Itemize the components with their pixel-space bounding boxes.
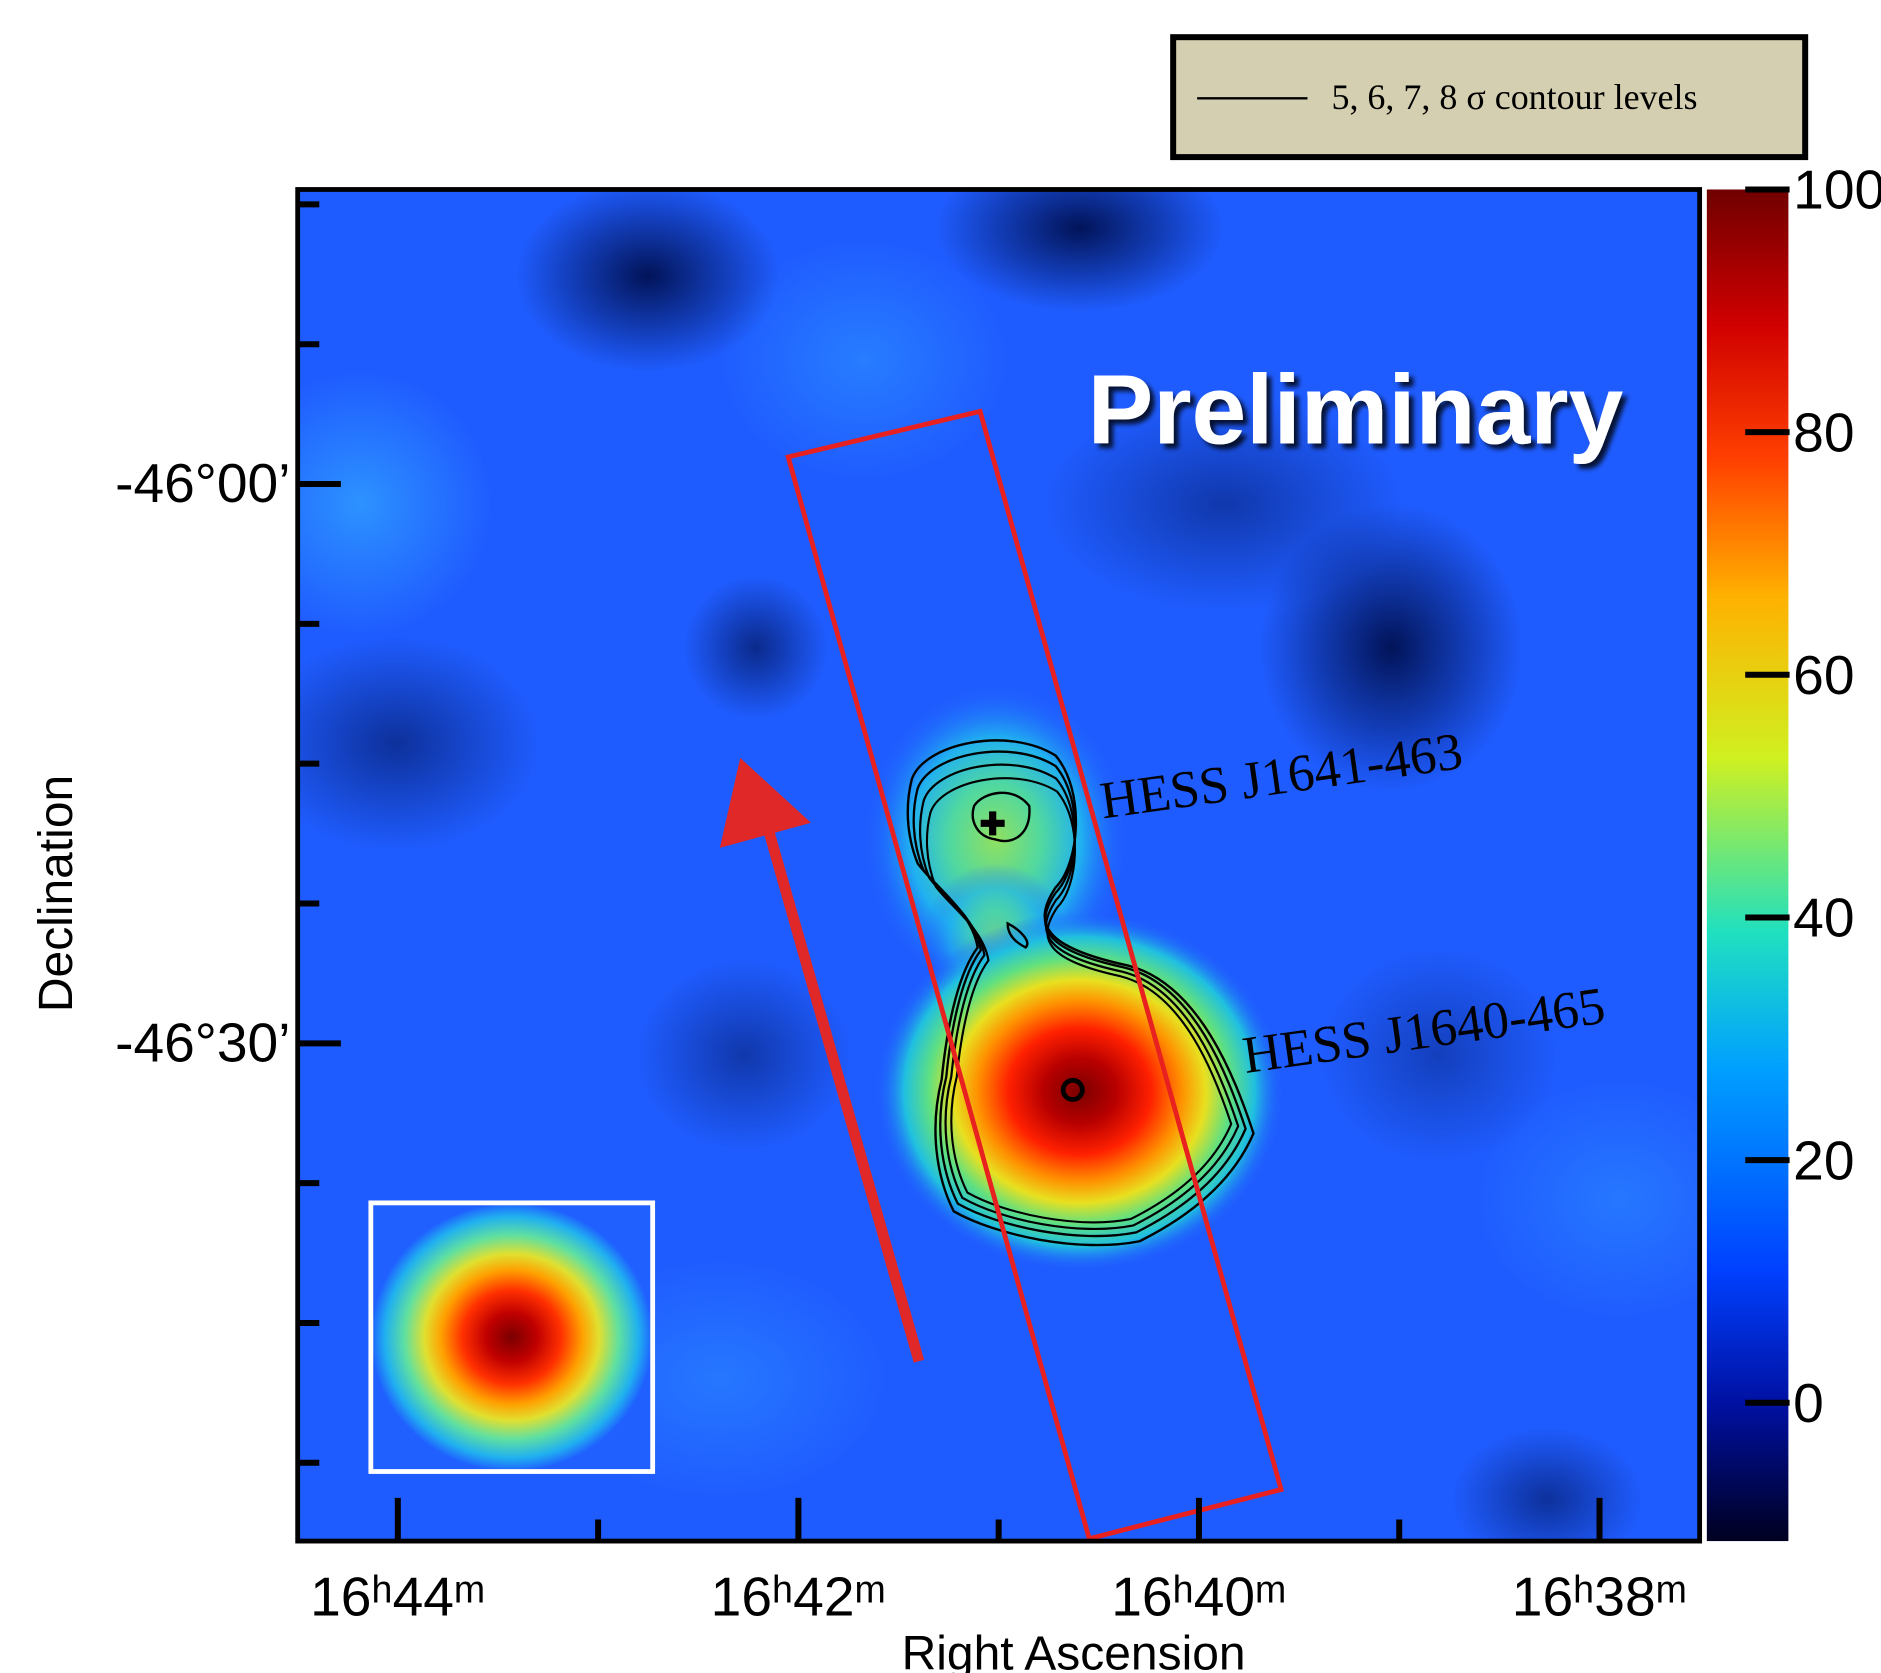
legend-label: 5, 6, 7, 8 σ contour levels xyxy=(1331,77,1697,117)
y-tick-label: -46°30’ xyxy=(115,1011,290,1073)
colorbar xyxy=(1707,189,1789,1541)
colorbar-tick-label: 40 xyxy=(1793,887,1854,949)
chart: 5, 6, 7, 8 σ contour levels Preliminary … xyxy=(0,0,1881,1673)
y-axis-title: Declination xyxy=(30,775,83,1012)
x-tick-label: 16ʰ44ᵐ xyxy=(310,1565,485,1627)
x-tick-label: 16ʰ38ᵐ xyxy=(1512,1565,1687,1627)
colorbar-tick-label: 100 xyxy=(1793,159,1881,221)
psf-inset xyxy=(371,1203,653,1472)
colorbar-tick-label: 0 xyxy=(1793,1372,1824,1434)
x-axis-title: Right Ascension xyxy=(902,1627,1246,1673)
annotation: Preliminary xyxy=(1088,355,1624,465)
x-tick-label: 16ʰ42ᵐ xyxy=(711,1565,886,1627)
colorbar-tick-label: 80 xyxy=(1793,401,1854,463)
colorbar-tick-label: 60 xyxy=(1793,644,1854,706)
x-tick-label: 16ʰ40ᵐ xyxy=(1111,1565,1286,1627)
colorbar-tick-label: 20 xyxy=(1793,1129,1854,1191)
page: {"chart_data": { "type": "skymap", "lege… xyxy=(0,0,1881,1673)
y-tick-label: -46°00’ xyxy=(115,452,290,514)
